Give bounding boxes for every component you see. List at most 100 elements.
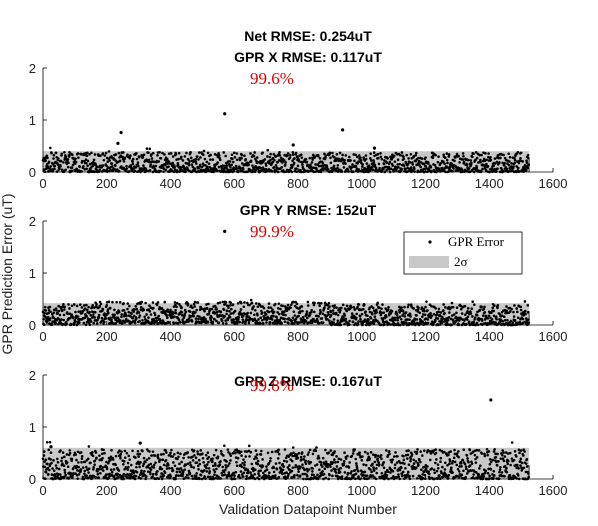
data-point bbox=[512, 310, 515, 314]
data-point bbox=[244, 455, 248, 458]
data-point bbox=[213, 470, 217, 474]
data-point bbox=[184, 475, 188, 479]
data-point bbox=[459, 307, 463, 311]
data-point bbox=[249, 152, 252, 155]
data-point bbox=[361, 455, 364, 458]
x-tick-label: 1200 bbox=[411, 483, 440, 498]
data-point bbox=[190, 320, 194, 323]
data-point bbox=[149, 313, 153, 316]
data-point bbox=[503, 323, 506, 327]
data-point bbox=[88, 152, 91, 156]
data-point bbox=[77, 473, 81, 476]
data-point bbox=[375, 471, 379, 475]
data-point bbox=[309, 163, 312, 166]
data-point bbox=[196, 452, 200, 456]
data-point bbox=[160, 307, 164, 310]
data-point bbox=[249, 159, 253, 163]
data-point bbox=[150, 320, 154, 324]
data-point bbox=[457, 470, 461, 473]
data-point bbox=[364, 157, 368, 161]
data-point bbox=[438, 474, 441, 477]
data-point bbox=[513, 158, 517, 162]
data-point bbox=[161, 165, 165, 168]
data-point bbox=[240, 312, 244, 316]
data-point bbox=[221, 164, 225, 167]
data-point bbox=[249, 298, 253, 302]
data-point bbox=[331, 323, 334, 326]
data-point bbox=[312, 170, 316, 174]
data-point bbox=[172, 170, 176, 174]
data-point bbox=[496, 306, 499, 310]
data-point bbox=[465, 170, 468, 173]
data-point bbox=[480, 452, 484, 455]
data-point bbox=[217, 321, 221, 324]
data-point bbox=[109, 458, 112, 462]
data-point bbox=[62, 170, 66, 174]
data-point bbox=[183, 312, 187, 316]
data-point bbox=[388, 170, 392, 174]
data-point bbox=[259, 322, 262, 325]
data-point bbox=[452, 313, 456, 316]
panel-title: GPR Z RMSE: 0.167uT bbox=[234, 373, 382, 389]
data-point bbox=[189, 304, 193, 308]
data-point bbox=[432, 449, 436, 452]
data-point bbox=[62, 303, 65, 306]
data-point bbox=[211, 158, 215, 161]
data-point bbox=[166, 157, 169, 161]
data-point bbox=[88, 323, 92, 327]
data-point bbox=[491, 458, 495, 462]
data-point bbox=[235, 448, 239, 451]
data-point bbox=[84, 158, 88, 161]
data-point bbox=[336, 460, 340, 464]
data-point bbox=[368, 306, 372, 309]
data-point bbox=[297, 314, 300, 318]
data-point bbox=[335, 306, 338, 309]
data-point bbox=[131, 316, 135, 320]
data-point bbox=[108, 474, 112, 478]
data-point bbox=[95, 302, 98, 306]
data-point bbox=[128, 156, 131, 160]
data-point bbox=[117, 169, 121, 173]
data-point bbox=[513, 318, 517, 322]
data-point bbox=[288, 468, 292, 472]
data-point bbox=[339, 308, 342, 312]
data-point bbox=[80, 159, 84, 163]
data-point bbox=[487, 314, 491, 318]
data-point bbox=[306, 304, 310, 307]
data-point bbox=[346, 471, 350, 475]
data-point bbox=[281, 304, 285, 308]
data-point bbox=[371, 168, 375, 172]
data-point bbox=[45, 440, 49, 444]
data-point bbox=[472, 473, 475, 476]
data-point bbox=[104, 317, 108, 320]
data-point bbox=[161, 458, 165, 462]
data-point bbox=[173, 464, 177, 468]
data-point bbox=[472, 170, 476, 174]
data-point bbox=[210, 460, 214, 464]
data-point bbox=[496, 154, 500, 157]
data-point bbox=[311, 452, 315, 456]
data-point bbox=[487, 477, 491, 481]
data-point bbox=[503, 464, 507, 468]
data-point bbox=[66, 158, 70, 161]
data-point bbox=[516, 166, 520, 170]
data-point bbox=[489, 155, 492, 159]
data-point bbox=[261, 471, 265, 475]
data-point bbox=[359, 156, 362, 159]
data-point bbox=[89, 320, 93, 323]
data-point bbox=[423, 473, 427, 477]
data-point bbox=[333, 458, 336, 461]
data-point bbox=[71, 163, 75, 167]
data-point bbox=[256, 313, 259, 317]
x-tick-label: 1600 bbox=[539, 176, 568, 191]
data-point bbox=[348, 323, 351, 326]
data-point bbox=[70, 166, 74, 170]
data-point bbox=[67, 477, 71, 480]
data-point bbox=[518, 323, 522, 326]
data-point bbox=[486, 164, 490, 168]
data-point bbox=[300, 170, 303, 174]
data-point bbox=[341, 303, 345, 307]
data-point bbox=[439, 161, 443, 165]
data-point bbox=[147, 456, 151, 460]
data-point bbox=[475, 321, 479, 325]
